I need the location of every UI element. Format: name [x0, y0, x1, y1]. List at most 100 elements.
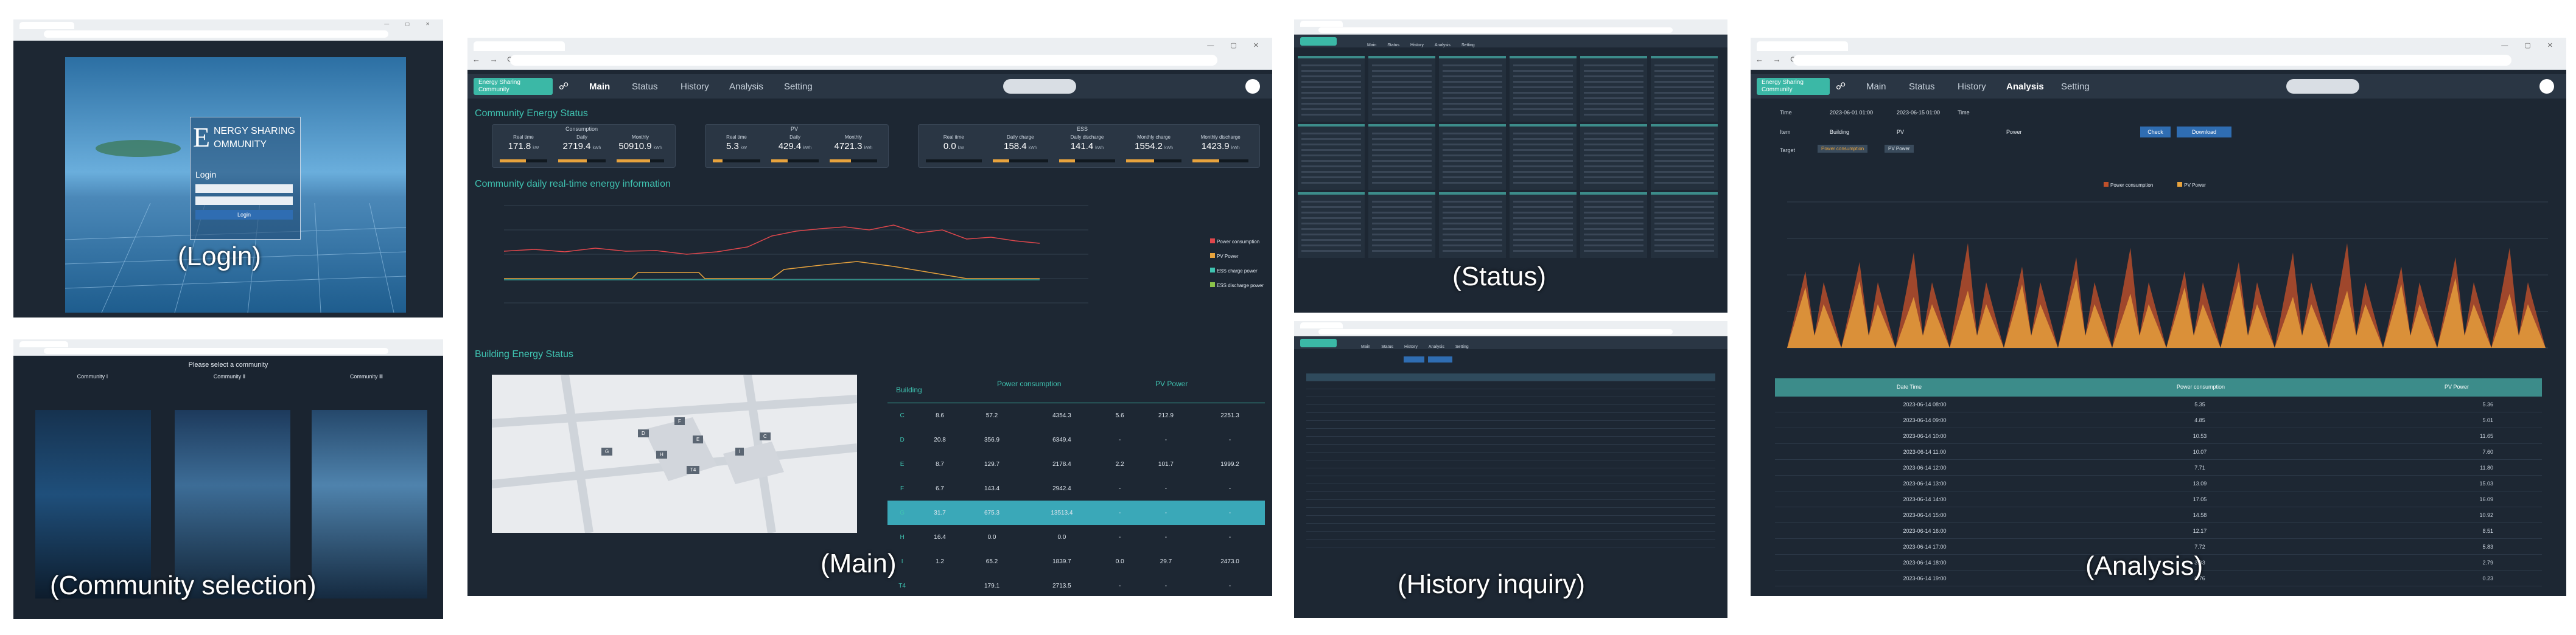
- status-building-card[interactable]: [1368, 56, 1435, 122]
- status-building-card[interactable]: [1368, 124, 1435, 190]
- user-icon[interactable]: [2539, 79, 2554, 94]
- history-download-button[interactable]: [1428, 356, 1452, 363]
- map-marker-h[interactable]: H: [656, 451, 667, 459]
- app-logo[interactable]: Energy Sharing Community: [1757, 78, 1830, 95]
- nav-analysis[interactable]: Analysis: [729, 82, 763, 92]
- address-bar[interactable]: [44, 348, 388, 354]
- check-button[interactable]: Check: [2140, 127, 2171, 137]
- browser-tab[interactable]: [19, 22, 74, 29]
- status-building-card[interactable]: [1651, 56, 1718, 122]
- address-bar[interactable]: [1318, 329, 1673, 335]
- community-option-2[interactable]: Community Ⅱ: [169, 373, 290, 605]
- tab-setting[interactable]: Setting: [1461, 43, 1475, 47]
- nav-main[interactable]: Main: [1866, 82, 1886, 92]
- map-marker-f[interactable]: F: [674, 417, 685, 425]
- username-field[interactable]: [195, 184, 293, 193]
- nav-analysis[interactable]: Analysis: [2006, 82, 2044, 92]
- tab-main[interactable]: Main: [1361, 345, 1371, 349]
- community-switch[interactable]: [1003, 79, 1076, 94]
- tab-status[interactable]: Status: [1381, 345, 1394, 349]
- tab-analysis[interactable]: Analysis: [1434, 43, 1451, 47]
- building-row[interactable]: D 20.8 356.9 6349.4 - - -: [887, 428, 1265, 452]
- status-building-card[interactable]: [1298, 56, 1365, 122]
- app-logo[interactable]: [1300, 339, 1337, 347]
- building-row[interactable]: H 16.4 0.0 0.0 - - -: [887, 525, 1265, 549]
- filter-to[interactable]: 2023-06-15 01:00: [1897, 109, 1941, 116]
- download-button[interactable]: Download: [2177, 127, 2231, 137]
- address-bar[interactable]: [44, 30, 388, 38]
- target-pv-power[interactable]: PV Power: [1885, 145, 1914, 153]
- building-row[interactable]: C 8.6 57.2 4354.3 5.6 212.9 2251.3: [887, 403, 1265, 428]
- status-building-card[interactable]: [1580, 56, 1647, 122]
- tab-main[interactable]: Main: [1367, 43, 1377, 47]
- window-controls[interactable]: — ▢ ✕: [384, 21, 437, 27]
- browser-nav-icons[interactable]: ← → ⟳: [472, 55, 518, 64]
- status-building-card[interactable]: [1439, 192, 1506, 258]
- map-marker-c[interactable]: C: [760, 432, 771, 440]
- tab-status[interactable]: Status: [1387, 43, 1400, 47]
- password-field[interactable]: [195, 196, 293, 205]
- tab-analysis[interactable]: Analysis: [1428, 345, 1444, 349]
- user-icon[interactable]: [1245, 79, 1260, 94]
- login-button[interactable]: Login: [195, 210, 293, 220]
- browser-tab[interactable]: [1757, 41, 1848, 51]
- nav-setting[interactable]: Setting: [2061, 82, 2090, 92]
- tab-history[interactable]: History: [1404, 345, 1418, 349]
- filter-power[interactable]: Power: [2006, 129, 2022, 135]
- history-query-button[interactable]: [1404, 356, 1424, 363]
- status-building-card[interactable]: [1298, 124, 1365, 190]
- address-bar[interactable]: [1318, 27, 1673, 33]
- window-controls[interactable]: — ▢ ✕: [1207, 42, 1266, 49]
- status-building-card[interactable]: [1298, 192, 1365, 258]
- window-controls[interactable]: — ▢ ✕: [2501, 42, 2560, 49]
- community-option-3[interactable]: Community Ⅲ: [306, 373, 427, 605]
- app-logo[interactable]: [1300, 37, 1337, 46]
- browser-nav-icons[interactable]: ← → ⟳: [1755, 55, 1801, 64]
- status-building-card[interactable]: [1510, 56, 1577, 122]
- address-bar[interactable]: [510, 55, 1217, 66]
- status-building-card[interactable]: [1439, 124, 1506, 190]
- nav-main[interactable]: Main: [589, 82, 611, 92]
- nav-status[interactable]: Status: [632, 82, 658, 92]
- status-building-card[interactable]: [1439, 56, 1506, 122]
- nav-setting[interactable]: Setting: [784, 82, 813, 92]
- nav-history[interactable]: History: [681, 82, 709, 92]
- nav-history[interactable]: History: [1958, 82, 1986, 92]
- tab-setting[interactable]: Setting: [1455, 345, 1469, 349]
- community-switch[interactable]: [2286, 79, 2359, 94]
- status-building-card[interactable]: [1651, 124, 1718, 190]
- map-marker-g[interactable]: G: [601, 448, 613, 456]
- tab-history[interactable]: History: [1410, 43, 1424, 47]
- map-marker-d[interactable]: D: [638, 429, 649, 437]
- nav-status[interactable]: Status: [1909, 82, 1935, 92]
- map-marker-i[interactable]: I: [735, 448, 744, 456]
- building-row[interactable]: E 8.7 129.7 2178.4 2.2 101.7 1999.2: [887, 452, 1265, 476]
- building-map[interactable]: [492, 375, 857, 533]
- status-building-card[interactable]: [1510, 124, 1577, 190]
- building-row[interactable]: F 6.7 143.4 2942.4 - - -: [887, 476, 1265, 501]
- filter-from[interactable]: 2023-06-01 01:00: [1830, 109, 1874, 116]
- app-logo[interactable]: Energy Sharing Community: [474, 78, 553, 95]
- building-row[interactable]: I 1.2 65.2 1839.7 0.0 29.7 2473.0: [887, 549, 1265, 574]
- status-building-card[interactable]: [1580, 124, 1647, 190]
- building-row[interactable]: T4 179.1 2713.5 - - -: [887, 574, 1265, 596]
- browser-tab[interactable]: [19, 341, 68, 347]
- status-building-card[interactable]: [1510, 192, 1577, 258]
- map-marker-t4[interactable]: T4: [687, 466, 700, 474]
- browser-tab[interactable]: [474, 41, 565, 51]
- browser-tab[interactable]: [1300, 322, 1343, 328]
- filter-item[interactable]: PV: [1897, 129, 1905, 135]
- status-building-card[interactable]: [1580, 192, 1647, 258]
- share-icon[interactable]: ☍: [1836, 82, 1846, 92]
- address-bar[interactable]: [1793, 55, 2511, 66]
- filter-unit[interactable]: Time: [1958, 109, 1970, 116]
- browser-tab[interactable]: [1300, 21, 1343, 27]
- building-row[interactable]: G 31.7 675.3 13513.4 - - -: [887, 501, 1265, 525]
- community-option-1[interactable]: Community Ⅰ: [32, 373, 153, 605]
- share-icon[interactable]: ☍: [559, 82, 569, 92]
- target-power-consumption[interactable]: Power consumption: [1818, 145, 1868, 153]
- map-marker-e[interactable]: E: [693, 435, 704, 443]
- filter-building[interactable]: Building: [1830, 129, 1850, 135]
- status-building-card[interactable]: [1368, 192, 1435, 258]
- status-building-card[interactable]: [1651, 192, 1718, 258]
